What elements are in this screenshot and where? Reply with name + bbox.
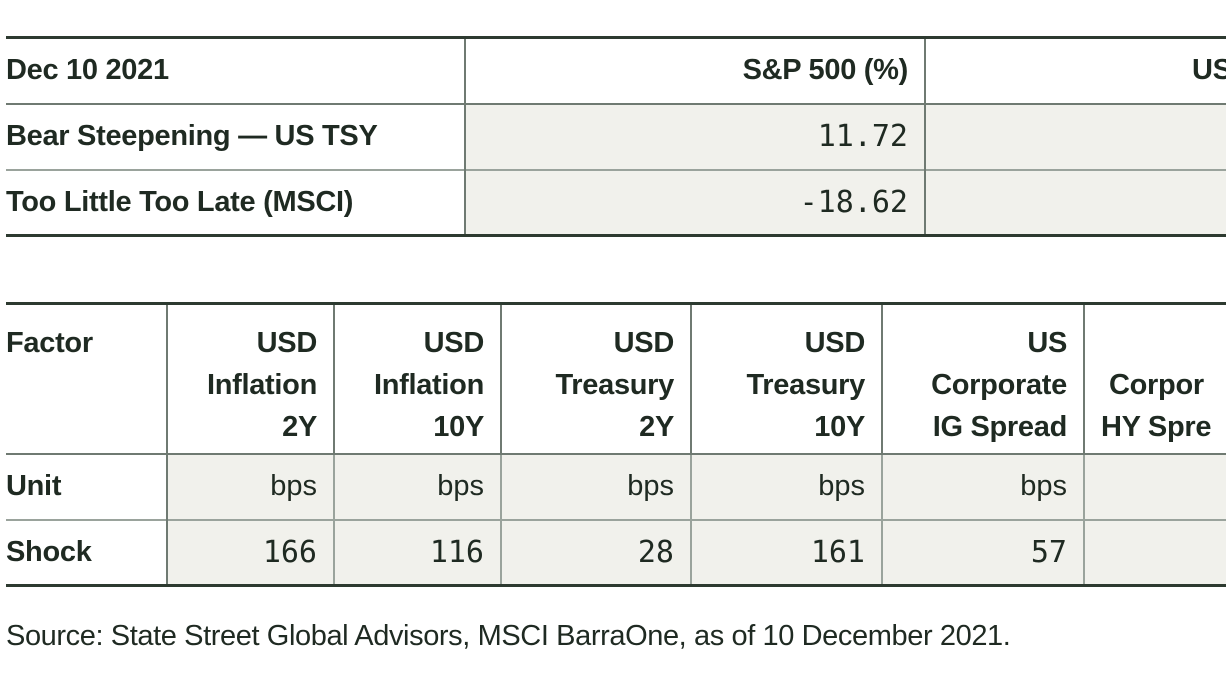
scenario-name: Bear Steepening — US TSY [6,103,465,170]
date-header: Dec 10 2021 [6,37,465,105]
clipped-cell [924,168,1226,236]
unit-label: Unit [6,453,167,520]
unit-value: bps [500,453,691,520]
shock-value: 161 [690,518,882,586]
clipped-column-header: US [924,37,1226,105]
corporate-hy-spread-header: Corpor HY Spre [1083,303,1226,455]
shock-value: 28 [500,518,691,586]
usd-inflation-2y-header: USD Inflation 2Y [166,303,334,455]
clipped-cell [924,103,1226,170]
factor-shock-table: Factor USD Inflation 2Y USD Inflation 10… [6,302,1226,587]
source-note: Source: State Street Global Advisors, MS… [6,620,1011,652]
table-row: Too Little Too Late (MSCI) -18.62 [6,168,1226,236]
shock-label: Shock [6,518,167,586]
usd-treasury-2y-header: USD Treasury 2Y [500,303,691,455]
scenario-table: Dec 10 2021 S&P 500 (%) US Bear Steepeni… [6,36,1226,237]
unit-value: bps [333,453,501,520]
shock-value [1083,518,1226,586]
shock-value: 166 [166,518,334,586]
unit-value: bps [166,453,334,520]
usd-treasury-10y-header: USD Treasury 10Y [690,303,882,455]
sp500-value: -18.62 [464,168,925,236]
scenario-name: Too Little Too Late (MSCI) [6,168,465,236]
sp500-header: S&P 500 (%) [464,37,925,105]
unit-value: bps [881,453,1084,520]
factor-table-header: Factor USD Inflation 2Y USD Inflation 10… [6,303,1226,455]
factor-header: Factor [6,303,167,455]
shock-row: Shock 166 116 28 161 57 [6,518,1226,586]
us-corporate-ig-spread-header: US Corporate IG Spread [881,303,1084,455]
table-row: Bear Steepening — US TSY 11.72 [6,103,1226,170]
shock-value: 57 [881,518,1084,586]
unit-value: bps [690,453,882,520]
scenario-table-header: Dec 10 2021 S&P 500 (%) US [6,37,1226,105]
unit-value: b [1083,453,1226,520]
usd-inflation-10y-header: USD Inflation 10Y [333,303,501,455]
unit-row: Unit bps bps bps bps bps b [6,453,1226,520]
shock-value: 116 [333,518,501,586]
sp500-value: 11.72 [464,103,925,170]
